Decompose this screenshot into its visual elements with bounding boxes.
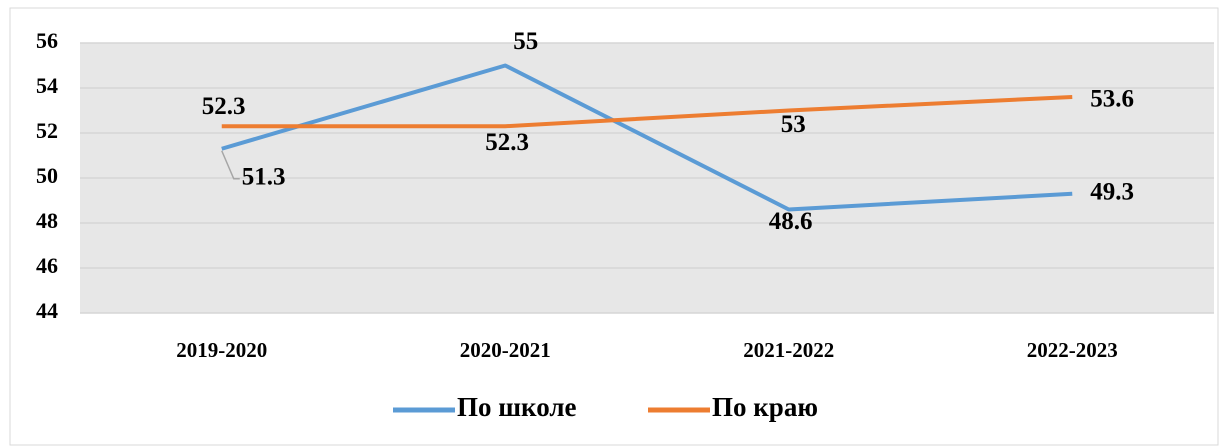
y-tick-label: 48 (36, 208, 58, 233)
data-label: 55 (513, 28, 538, 55)
data-label: 49.3 (1090, 178, 1134, 205)
series-line (221, 95, 1073, 129)
data-label: 53 (781, 111, 806, 138)
y-tick-label: 46 (36, 253, 58, 278)
y-tick-label: 52 (36, 118, 58, 143)
data-label: 53.6 (1090, 86, 1134, 113)
legend-label: По школе (457, 392, 577, 422)
y-tick-label: 50 (36, 163, 58, 188)
data-label: 52.3 (485, 129, 529, 156)
data-label: 48.6 (769, 208, 813, 235)
leader-line (221, 150, 240, 180)
x-tick-label: 2020-2021 (460, 338, 551, 362)
x-tick-label: 2019-2020 (176, 338, 267, 362)
y-tick-label: 54 (36, 73, 58, 98)
y-tick-label: 56 (36, 28, 58, 53)
x-tick-label: 2022-2023 (1027, 338, 1118, 362)
y-tick-label: 44 (36, 298, 58, 323)
data-label: 51.3 (242, 163, 286, 190)
series-line (221, 63, 1073, 212)
legend-label: По краю (712, 392, 818, 422)
data-label: 52.3 (202, 93, 246, 120)
x-tick-label: 2021-2022 (743, 338, 834, 362)
